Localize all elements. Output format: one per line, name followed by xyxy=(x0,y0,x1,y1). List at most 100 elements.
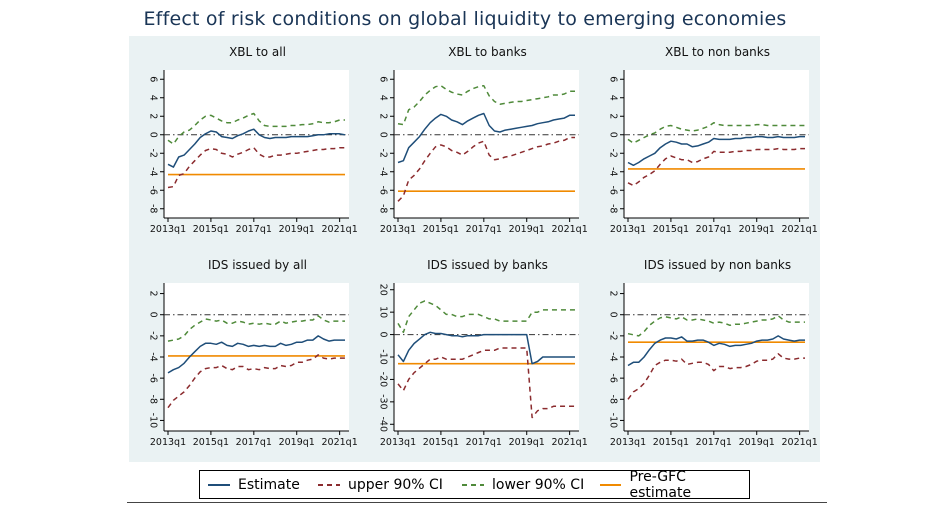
panel-ids-issued-by-all: IDS issued by all 2 0 -2 -4 -6 -8 -10 2013q1 2015… xyxy=(129,249,360,462)
chart-svg: IDS issued by all 2 0 -2 -4 -6 -8 -10 2013q1 2015… xyxy=(148,258,358,448)
y-tick-label: -2 xyxy=(148,331,159,340)
y-tick-label: 2 xyxy=(608,113,619,119)
y-tick-label: 10 xyxy=(378,306,389,318)
chart-svg: IDS issued by banks 20 10 0 -10 -20 -30 -40 2013… xyxy=(378,258,588,448)
legend-item-pre-gfc: Pre-GFC estimate xyxy=(600,469,749,501)
panel-ids-issued-by-non-banks: IDS issued by non banks 2 0 -2 -4 -6 -8 -10 2013… xyxy=(589,249,820,462)
y-tick-label: -20 xyxy=(378,372,389,388)
x-tick-label: 2021q1 xyxy=(322,224,358,235)
estimate-series-line xyxy=(397,331,575,365)
lower-ci-series-line xyxy=(397,300,575,334)
y-tick-label: -4 xyxy=(608,352,619,361)
x-tick-label: 2013q1 xyxy=(610,224,646,235)
upper-ci-series-line xyxy=(397,136,575,202)
x-tick-label: 2013q1 xyxy=(380,224,416,235)
y-tick-label: 4 xyxy=(378,95,389,101)
x-tick-label: 2015q1 xyxy=(653,224,689,235)
y-tick-label: 0 xyxy=(148,312,159,318)
x-tick-label: 2019q1 xyxy=(509,437,545,448)
y-tick-label: 0 xyxy=(608,132,619,138)
chart-svg: XBL to non banks 6 4 2 0 -2 -4 -6 -8 2013q1 2015q1… xyxy=(608,45,818,235)
lower-ci-series-line xyxy=(167,112,345,145)
panel-title: IDS issued by all xyxy=(208,258,307,272)
y-tick-label: -6 xyxy=(148,373,159,382)
x-tick-label: 2017q1 xyxy=(236,224,272,235)
y-tick-label: 4 xyxy=(608,95,619,101)
y-tick-label: 2 xyxy=(608,291,619,297)
panel-title: IDS issued by banks xyxy=(427,258,548,272)
y-tick-label: -6 xyxy=(608,186,619,195)
x-tick-label: 2013q1 xyxy=(610,437,646,448)
x-tick-label: 2021q1 xyxy=(552,224,588,235)
panel-xbl-to-all: XBL to all 6 4 2 0 -2 -4 -6 -8 2013q1 2015q1 2017q1… xyxy=(129,36,360,249)
x-tick-label: 2015q1 xyxy=(193,437,229,448)
estimate-series-line xyxy=(627,335,805,367)
y-tick-label: -2 xyxy=(608,331,619,340)
y-tick-label: 2 xyxy=(148,291,159,297)
legend-swatch-lower-ci xyxy=(462,484,484,486)
y-tick-label: -40 xyxy=(378,417,389,433)
x-tick-label: 2015q1 xyxy=(423,224,459,235)
legend: Estimate upper 90% CI lower 90% CI Pre-G… xyxy=(199,469,750,501)
plot-area xyxy=(164,283,349,431)
legend-label-estimate: Estimate xyxy=(238,477,300,493)
y-tick-label: 2 xyxy=(378,113,389,119)
y-tick-label: -30 xyxy=(378,394,389,410)
legend-swatch-upper-ci xyxy=(318,484,340,486)
plot-area xyxy=(624,70,809,218)
legend-swatch-pre-gfc xyxy=(600,484,622,486)
x-tick-label: 2019q1 xyxy=(739,437,775,448)
x-tick-label: 2019q1 xyxy=(509,224,545,235)
upper-ci-series-line xyxy=(167,146,345,189)
x-tick-label: 2017q1 xyxy=(236,437,272,448)
plot-area xyxy=(624,283,809,431)
legend-item-lower-ci: lower 90% CI xyxy=(462,475,584,495)
legend-label-lower-ci: lower 90% CI xyxy=(492,477,585,493)
x-tick-label: 2019q1 xyxy=(279,437,315,448)
y-tick-label: 0 xyxy=(378,132,389,138)
panel-xbl-to-banks: XBL to banks 6 4 2 0 -2 -4 -6 -8 2013q1 2015q1 2017… xyxy=(359,36,590,249)
small-multiples-grid: XBL to all 6 4 2 0 -2 -4 -6 -8 2013q1 2015q1 2017q1… xyxy=(129,36,820,462)
plot-area xyxy=(394,70,579,218)
legend-swatch-estimate xyxy=(208,484,230,486)
estimate-series-line xyxy=(167,128,346,168)
x-tick-label: 2021q1 xyxy=(782,437,818,448)
y-tick-label: -10 xyxy=(148,413,159,429)
chart-svg: XBL to banks 6 4 2 0 -2 -4 -6 -8 2013q1 2015q1 2017… xyxy=(378,45,588,235)
y-tick-label: -4 xyxy=(378,167,389,176)
y-tick-label: -4 xyxy=(148,352,159,361)
y-tick-label: 0 xyxy=(148,132,159,138)
x-tick-label: 2013q1 xyxy=(150,437,186,448)
chart-svg: IDS issued by non banks 2 0 -2 -4 -6 -8 -10 2013… xyxy=(608,258,818,448)
y-tick-label: -4 xyxy=(608,167,619,176)
y-tick-label: -2 xyxy=(378,149,389,158)
y-tick-label: 6 xyxy=(148,76,159,82)
panel-ids-issued-by-banks: IDS issued by banks 20 10 0 -10 -20 -30 -40 2013… xyxy=(359,249,590,462)
y-tick-label: -2 xyxy=(608,149,619,158)
x-tick-label: 2017q1 xyxy=(466,437,502,448)
y-tick-label: 6 xyxy=(378,76,389,82)
panel-xbl-to-non-banks: XBL to non banks 6 4 2 0 -2 -4 -6 -8 2013q1 2015q1… xyxy=(589,36,820,249)
y-tick-label: -10 xyxy=(378,349,389,365)
upper-ci-series-line xyxy=(627,353,805,400)
x-tick-label: 2013q1 xyxy=(150,224,186,235)
x-tick-label: 2017q1 xyxy=(696,224,732,235)
x-tick-label: 2021q1 xyxy=(322,437,358,448)
x-tick-label: 2015q1 xyxy=(653,437,689,448)
plot-area xyxy=(164,70,349,218)
y-tick-label: -6 xyxy=(378,186,389,195)
x-tick-label: 2017q1 xyxy=(696,437,732,448)
estimate-series-line xyxy=(627,135,805,167)
figure-title: Effect of risk conditions on global liqu… xyxy=(143,8,787,30)
panel-title: XBL to banks xyxy=(448,45,527,59)
y-tick-label: -4 xyxy=(148,167,159,176)
y-tick-label: -2 xyxy=(148,149,159,158)
panel-title: IDS issued by non banks xyxy=(644,258,791,272)
bottom-rule xyxy=(127,502,827,503)
estimate-series-line xyxy=(397,112,575,164)
y-tick-label: -8 xyxy=(148,395,159,404)
x-tick-label: 2021q1 xyxy=(552,437,588,448)
x-tick-label: 2017q1 xyxy=(466,224,502,235)
x-tick-label: 2015q1 xyxy=(193,224,229,235)
y-tick-label: -10 xyxy=(608,413,619,429)
